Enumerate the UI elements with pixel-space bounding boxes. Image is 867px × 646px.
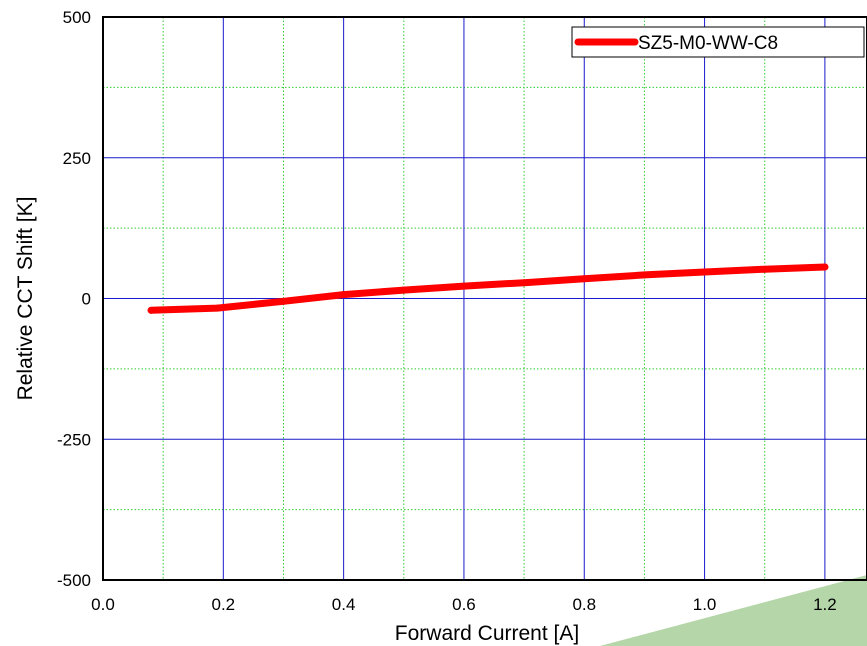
data-point: [761, 265, 769, 273]
x-axis-label: Forward Current [A]: [395, 622, 579, 645]
plot-frame: [102, 16, 867, 581]
data-point: [821, 263, 829, 271]
data-point: [580, 275, 588, 283]
x-tick-label: 0.4: [332, 595, 356, 614]
series-line: [147, 263, 829, 314]
legend-label: SZ5-M0-WW-C8: [638, 33, 778, 54]
data-point: [340, 291, 348, 299]
data-point: [400, 286, 408, 294]
x-tick-label: 0.2: [211, 595, 235, 614]
data-point: [460, 282, 468, 290]
y-tick-label: -500: [57, 571, 91, 590]
major-grid: [103, 17, 867, 580]
data-point: [213, 304, 221, 312]
y-tick-labels: -500 -250 0 250 500: [57, 8, 91, 590]
x-tick-labels: 0.0 0.2 0.4 0.6 0.8 1.0 1.2: [91, 595, 837, 614]
series-layer: [147, 263, 829, 314]
x-tick-label: 1.2: [813, 595, 837, 614]
data-point: [147, 306, 155, 314]
y-axis-label: Relative CCT Shift [K]: [14, 197, 37, 401]
legend: SZ5-M0-WW-C8: [571, 26, 865, 58]
x-tick-label: 1.0: [693, 595, 717, 614]
y-tick-label: 0: [82, 290, 91, 309]
x-tick-label: 0.8: [572, 595, 596, 614]
decorative-green-swoosh: [600, 575, 867, 646]
x-tick-label: 0.6: [452, 595, 476, 614]
data-point: [701, 268, 709, 276]
y-tick-label: 250: [63, 149, 91, 168]
y-tick-label: -250: [57, 430, 91, 449]
data-point: [640, 271, 648, 279]
data-point: [520, 279, 528, 287]
legend-box: [571, 26, 865, 58]
x-tick-label: 0.0: [91, 595, 115, 614]
y-tick-label: 500: [63, 8, 91, 27]
data-point: [279, 297, 287, 305]
